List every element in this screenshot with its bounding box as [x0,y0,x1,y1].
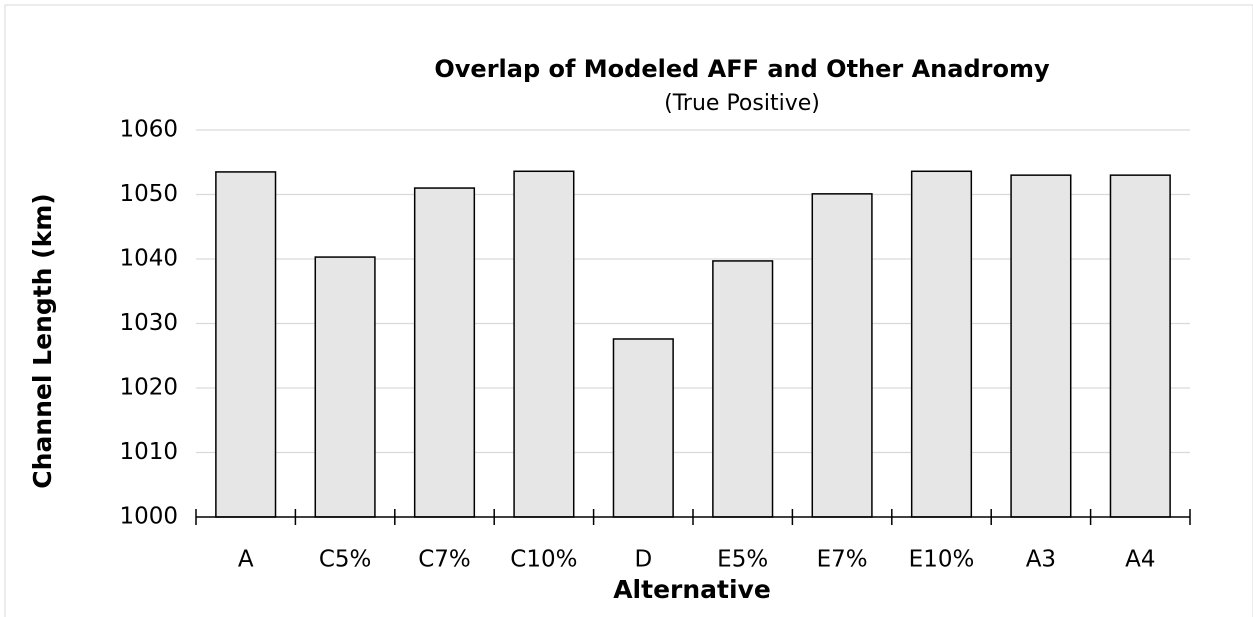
x-tick-label: E5% [717,547,768,573]
y-tick-label: 1010 [119,439,178,465]
bar [612,338,674,518]
x-tick-label: C7% [418,547,471,573]
bar [811,193,873,518]
bar [413,187,476,518]
x-tick-label: C10% [510,547,577,573]
x-tick-label: C5% [319,547,372,573]
bar [1109,174,1171,518]
y-tick-label: 1040 [119,246,178,272]
chart-frame [4,4,1253,617]
y-axis-label: Channel Length (km) [28,193,57,488]
y-tick-label: 1020 [119,375,178,401]
x-tick-label: A4 [1125,547,1155,573]
bar [215,171,277,518]
bar [1010,174,1072,518]
x-tick-label: E7% [817,547,868,573]
x-tick-label: A3 [1026,547,1056,573]
chart-title: Overlap of Modeled AFF and Other Anadrom… [434,55,1050,83]
x-tick-label: A [238,547,254,573]
chart-subtitle: (True Positive) [664,91,820,116]
x-tick-label: E10% [909,547,975,573]
x-tick-label: D [634,547,652,573]
bar [314,256,376,518]
bar [910,170,973,518]
x-axis-label: Alternative [613,575,771,604]
bar [513,170,575,518]
y-tick-label: 1050 [119,181,178,207]
y-tick-label: 1060 [119,117,178,143]
bar [712,260,774,518]
y-tick-label: 1000 [119,504,178,530]
y-tick-label: 1030 [119,310,178,336]
